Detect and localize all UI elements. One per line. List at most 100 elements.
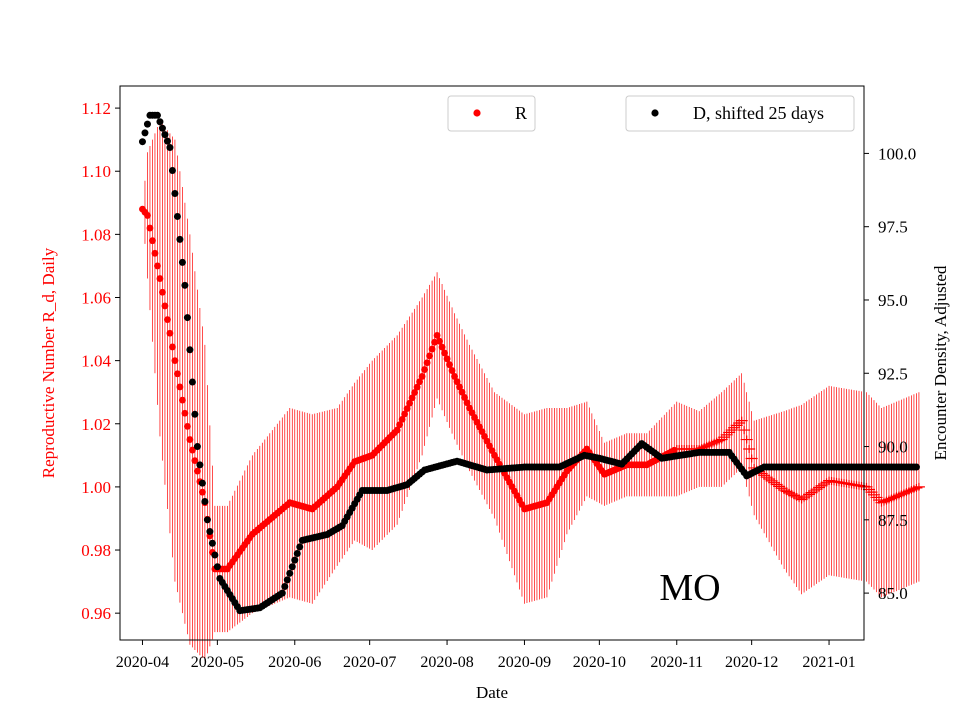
r-point <box>144 212 151 219</box>
left-y-tick-label: 1.06 <box>81 288 111 307</box>
d-point <box>193 443 201 451</box>
right-y-tick-label: 95.0 <box>878 291 908 310</box>
right-y-tick-label: 92.5 <box>878 364 908 383</box>
x-tick-label: 2020-05 <box>191 654 244 671</box>
d-point <box>288 563 296 571</box>
d-point <box>291 556 299 564</box>
r-point <box>773 482 786 491</box>
r-point <box>451 373 458 380</box>
d-point <box>208 539 216 547</box>
left-y-tick-label: 1.04 <box>81 352 111 371</box>
r-point <box>910 483 923 492</box>
legend-d-label: D, shifted 25 days <box>693 103 824 123</box>
plot-frame <box>119 85 865 641</box>
plot-area <box>120 86 864 640</box>
d-point <box>213 563 221 571</box>
d-point <box>203 516 211 524</box>
r-point <box>151 249 159 257</box>
d-point <box>183 314 191 322</box>
right-y-tick-label: 87.5 <box>878 511 908 530</box>
legend-r-label: R <box>515 103 527 123</box>
r-point <box>186 436 194 443</box>
left-y-tick-label: 1.10 <box>81 162 111 181</box>
r-point <box>760 473 773 482</box>
r-point <box>154 262 161 270</box>
r-point <box>184 422 191 430</box>
legend-d-marker <box>651 109 659 117</box>
right-y-tick-label: 97.5 <box>878 218 908 237</box>
r-point <box>798 493 811 502</box>
right-y-tick-label: 100.0 <box>878 144 916 163</box>
r-point <box>428 345 436 353</box>
right-y-tick-label: 90.0 <box>878 438 908 457</box>
d-point <box>206 528 214 536</box>
x-tick-label: 2020-08 <box>420 654 473 671</box>
left-y-tick-label: 1.08 <box>81 225 111 244</box>
d-point <box>286 569 294 577</box>
r-point <box>159 288 166 296</box>
r-point <box>765 476 778 485</box>
x-tick-label: 2020-11 <box>650 654 703 671</box>
r-point <box>713 436 726 445</box>
r-point <box>398 415 406 423</box>
r-point <box>745 454 758 463</box>
right-y-axis: 85.0 87.5 90.0 92.5 95.0 97.5 100.0 <box>864 144 916 603</box>
r-point <box>740 435 753 444</box>
x-tick-label: 2020-09 <box>498 654 551 671</box>
r-point <box>161 302 169 310</box>
r-point <box>403 405 411 413</box>
legend-r: R <box>447 95 536 132</box>
r-point <box>461 394 468 401</box>
left-y-tick-label: 0.98 <box>81 541 111 560</box>
x-tick-label: 2020-04 <box>116 654 169 671</box>
r-point <box>436 337 443 345</box>
d-point <box>196 461 204 469</box>
x-axis-label: Date <box>476 683 508 702</box>
r-point <box>446 361 453 369</box>
r-point <box>438 343 446 351</box>
r-point <box>433 331 441 339</box>
r-point <box>406 399 414 407</box>
r-point <box>441 349 448 357</box>
r-point <box>174 370 181 378</box>
r-point <box>149 237 156 245</box>
r-point <box>818 480 831 489</box>
d-point <box>198 479 206 487</box>
r-point <box>418 373 426 380</box>
r-point <box>810 485 823 494</box>
d-point <box>161 131 169 139</box>
x-tick-label: 2020-10 <box>573 654 626 671</box>
d-point <box>211 551 219 559</box>
right-y-tick-label: 85.0 <box>878 584 908 603</box>
r-point <box>171 357 179 365</box>
r-point <box>146 224 154 232</box>
r-point <box>156 275 164 282</box>
d-point <box>156 118 164 126</box>
x-tick-label: 2020-12 <box>725 654 778 671</box>
r-point <box>805 488 818 497</box>
r-point <box>800 492 813 501</box>
r-point <box>768 478 781 487</box>
d-point <box>163 137 171 145</box>
r-point <box>176 383 184 391</box>
legend-d-box <box>625 95 855 132</box>
r-point <box>463 399 471 407</box>
x-tick-label: 2020-06 <box>268 654 321 671</box>
r-point <box>423 359 431 367</box>
r-point <box>416 378 423 386</box>
legend-r-box <box>447 95 536 132</box>
d-point <box>141 129 149 137</box>
d-point <box>201 498 209 505</box>
r-point <box>458 388 466 396</box>
r-point <box>164 316 171 323</box>
r-point <box>191 457 199 464</box>
r-point <box>169 343 176 351</box>
d-point <box>181 281 189 289</box>
d-point <box>171 189 179 197</box>
left-y-axis: 0.96 0.98 1.00 1.02 1.04 1.06 1.08 1.10 1.12 <box>81 99 120 623</box>
d-point <box>188 378 196 386</box>
x-axis: 2020-04 2020-05 2020-06 2020-07 2020-08 2020-… <box>116 640 856 671</box>
x-tick-label: 2021-01 <box>802 654 855 671</box>
r-point <box>813 483 826 492</box>
